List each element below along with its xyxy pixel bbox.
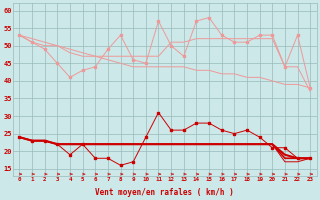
X-axis label: Vent moyen/en rafales ( km/h ): Vent moyen/en rafales ( km/h ) <box>95 188 234 197</box>
